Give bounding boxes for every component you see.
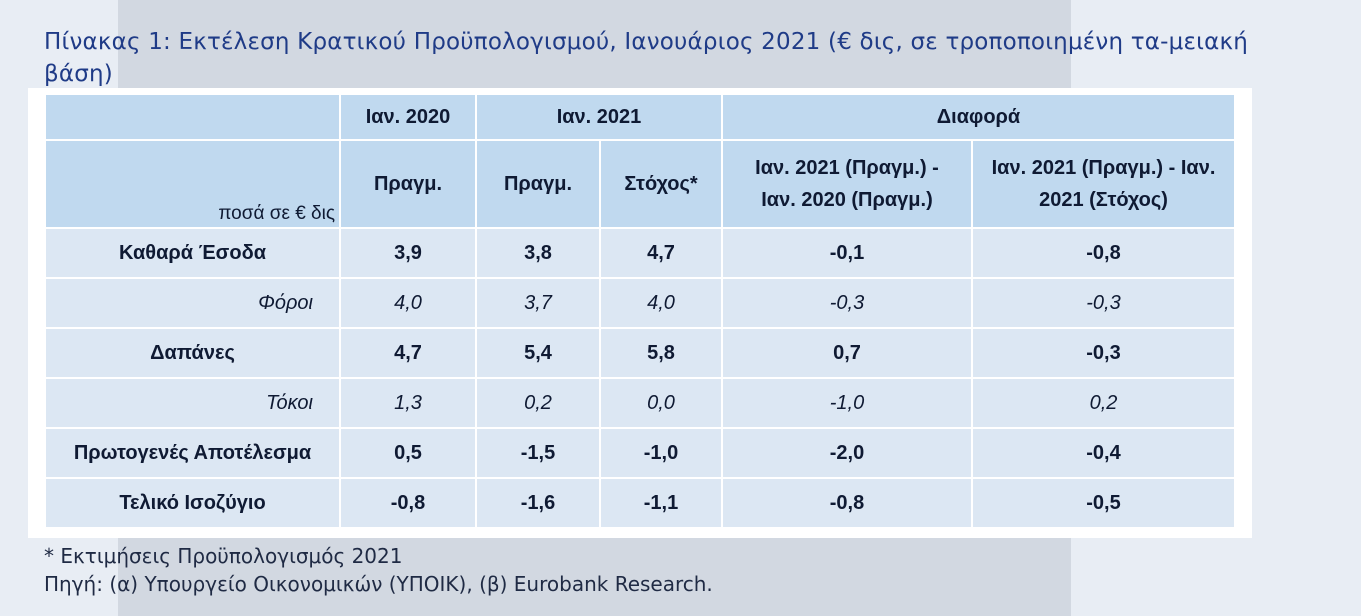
footnote-estimate: * Εκτιμήσεις Προϋπολογισμός 2021 bbox=[44, 544, 403, 568]
cell-diff-target: -0,3 bbox=[970, 277, 1237, 329]
cell-diff-target: -0,8 bbox=[970, 227, 1237, 279]
header-diff-actual: Ιαν. 2021 (Πραγμ.) - Ιαν. 2020 (Πραγμ.) bbox=[721, 139, 973, 229]
header-unit-label: ποσά σε € δις bbox=[44, 139, 341, 229]
cell-actual-2021: 3,7 bbox=[475, 277, 601, 329]
cell-actual-2021: 5,4 bbox=[475, 327, 601, 379]
cell-actual-2020: 4,0 bbox=[339, 277, 477, 329]
cell-target-2021: 5,8 bbox=[599, 327, 723, 379]
header-target-2021: Στόχος* bbox=[599, 139, 723, 229]
cell-target-2021: -1,1 bbox=[599, 477, 723, 529]
table-row: Καθαρά Έσοδα 3,9 3,8 4,7 -0,1 -0,8 bbox=[44, 227, 1237, 279]
cell-actual-2021: -1,6 bbox=[475, 477, 601, 529]
cell-actual-2021: 0,2 bbox=[475, 377, 601, 429]
cell-diff-actual: -0,8 bbox=[721, 477, 973, 529]
cell-actual-2020: 1,3 bbox=[339, 377, 477, 429]
cell-actual-2020: 4,7 bbox=[339, 327, 477, 379]
cell-target-2021: -1,0 bbox=[599, 427, 723, 479]
header-row-sub: ποσά σε € δις Πραγμ. Πραγμ. Στόχος* Ιαν.… bbox=[44, 139, 1237, 229]
cell-diff-target: 0,2 bbox=[970, 377, 1237, 429]
row-label: Φόροι bbox=[44, 277, 341, 329]
header-actual-2021: Πραγμ. bbox=[475, 139, 601, 229]
table-row: Φόροι 4,0 3,7 4,0 -0,3 -0,3 bbox=[44, 277, 1237, 329]
table-title: Πίνακας 1: Εκτέλεση Κρατικού Προϋπολογισ… bbox=[44, 29, 1249, 87]
table-row: Τόκοι 1,3 0,2 0,0 -1,0 0,2 bbox=[44, 377, 1237, 429]
cell-target-2021: 4,0 bbox=[599, 277, 723, 329]
header-corner-top bbox=[44, 93, 341, 141]
cell-diff-actual: -0,3 bbox=[721, 277, 973, 329]
row-label: Δαπάνες bbox=[44, 327, 341, 379]
cell-diff-actual: -0,1 bbox=[721, 227, 973, 279]
row-label: Τόκοι bbox=[44, 377, 341, 429]
cell-diff-actual: -2,0 bbox=[721, 427, 973, 479]
cell-target-2021: 4,7 bbox=[599, 227, 723, 279]
cell-actual-2020: 0,5 bbox=[339, 427, 477, 479]
cell-diff-actual: 0,7 bbox=[721, 327, 973, 379]
cell-diff-target: -0,3 bbox=[970, 327, 1237, 379]
header-year-2021: Ιαν. 2021 bbox=[475, 93, 723, 141]
footnote-source: Πηγή: (α) Υπουργείο Οικονομικών (ΥΠΟΙΚ),… bbox=[44, 572, 713, 596]
cell-actual-2020: 3,9 bbox=[339, 227, 477, 279]
header-diff: Διαφορά bbox=[720, 93, 1237, 141]
table-row: Πρωτογενές Αποτέλεσμα 0,5 -1,5 -1,0 -2,0… bbox=[44, 427, 1237, 479]
header-row-top: Ιαν. 2020 Ιαν. 2021 Διαφορά bbox=[44, 93, 1237, 141]
cell-actual-2021: 3,8 bbox=[475, 227, 601, 279]
cell-actual-2020: -0,8 bbox=[339, 477, 477, 529]
cell-target-2021: 0,0 bbox=[599, 377, 723, 429]
row-label: Τελικό Ισοζύγιο bbox=[44, 477, 341, 529]
table-row: Τελικό Ισοζύγιο -0,8 -1,6 -1,1 -0,8 -0,5 bbox=[44, 477, 1237, 529]
header-actual-2020: Πραγμ. bbox=[339, 139, 477, 229]
header-diff-target: Ιαν. 2021 (Πραγμ.) - Ιαν. 2021 (Στόχος) bbox=[970, 139, 1237, 229]
cell-diff-target: -0,5 bbox=[970, 477, 1237, 529]
cell-actual-2021: -1,5 bbox=[475, 427, 601, 479]
row-label: Πρωτογενές Αποτέλεσμα bbox=[44, 427, 341, 479]
row-label: Καθαρά Έσοδα bbox=[44, 227, 341, 279]
budget-table: Ιαν. 2020 Ιαν. 2021 Διαφορά ποσά σε € δι… bbox=[44, 93, 1237, 529]
header-year-2020: Ιαν. 2020 bbox=[339, 93, 477, 141]
table-row: Δαπάνες 4,7 5,4 5,8 0,7 -0,3 bbox=[44, 327, 1237, 379]
footnotes: * Εκτιμήσεις Προϋπολογισμός 2021 Πηγή: (… bbox=[44, 542, 713, 598]
cell-diff-target: -0,4 bbox=[970, 427, 1237, 479]
cell-diff-actual: -1,0 bbox=[721, 377, 973, 429]
